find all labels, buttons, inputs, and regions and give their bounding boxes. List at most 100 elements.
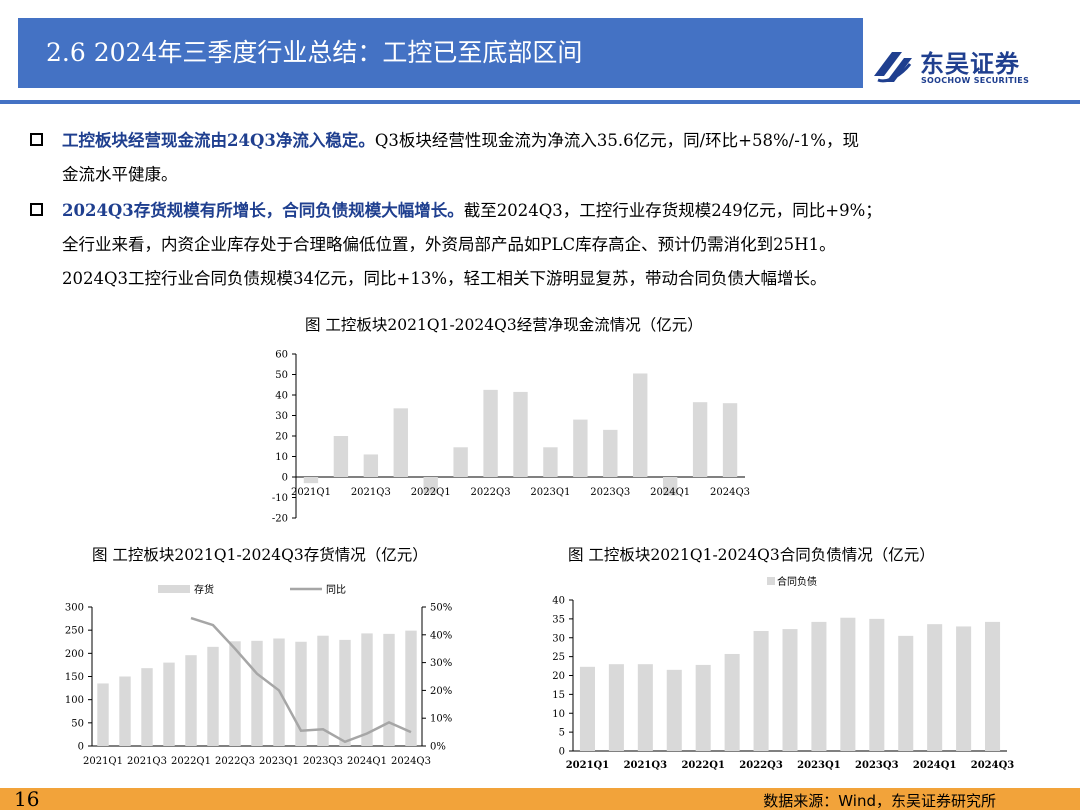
- x-tick-label: 2021Q3: [127, 756, 167, 767]
- bar: [811, 621, 827, 751]
- bullet-2-line1: 截至2024Q3，工控行业存货规模249亿元，同比+9%；: [463, 201, 882, 220]
- bar: [163, 662, 175, 746]
- bullet-2-line3: 2024Q3工控行业合同负债规模34亿元，同比+13%，轻工相关下游明显复苏，带…: [62, 269, 827, 288]
- y-tick-label: 5: [559, 728, 565, 739]
- bar: [229, 641, 241, 746]
- footer-bar: [0, 788, 1080, 810]
- bar: [119, 676, 131, 746]
- legend-label-line: 同比: [326, 584, 346, 596]
- y-tick-label-right: 10%: [430, 714, 452, 725]
- bullet-1-line1: Q3板块经营性现金流为净流入35.6亿元，同/环比+58%/-1%，现: [374, 131, 859, 150]
- legend-swatch-bar: [158, 585, 190, 593]
- legend-label-bar: 存货: [194, 583, 214, 596]
- x-tick-label: 2021Q3: [351, 487, 391, 498]
- x-tick-label: 2023Q3: [590, 487, 630, 498]
- y-tick-label: 20: [275, 432, 288, 443]
- y-tick-label-left: 150: [65, 672, 84, 683]
- bar: [985, 621, 1001, 751]
- yoy-line: [190, 616, 412, 744]
- y-tick-label: -20: [272, 514, 288, 525]
- bar: [608, 664, 624, 751]
- company-logo: 东吴证券 SOOCHOW SECURITIES: [868, 44, 1068, 92]
- bar: [383, 633, 395, 746]
- chart1-title: 图 工控板块2021Q1-2024Q3经营净现金流情况（亿元）: [305, 316, 703, 334]
- y-tick-label: 35: [552, 614, 565, 625]
- y-tick-label: 50: [275, 370, 288, 381]
- bullet-2-bold: 2024Q3存货规模有所增长，合同负债规模大幅增长。: [62, 201, 464, 220]
- bar: [393, 408, 408, 477]
- x-tick-label: 2023Q1: [797, 760, 841, 771]
- bar: [303, 477, 319, 484]
- bullet-2-line2: 全行业来看，内资企业库存处于合理略偏低位置，外资局部产品如PLC库存高企、预计仍…: [62, 235, 836, 254]
- bar: [251, 640, 263, 746]
- bar: [695, 664, 711, 751]
- y-tick-label-right: 40%: [430, 630, 452, 641]
- bar: [317, 635, 329, 746]
- soochow-logo-icon: [874, 52, 912, 83]
- bar: [637, 664, 653, 751]
- bullet-square-icon: [30, 133, 43, 146]
- legend-label: 合同负债: [777, 575, 817, 588]
- y-tick-label-right: 20%: [430, 686, 452, 697]
- y-tick-label-right: 0%: [430, 742, 446, 753]
- y-tick-label: 60: [275, 350, 288, 361]
- y-tick-label-left: 200: [65, 649, 84, 660]
- bar: [295, 641, 307, 746]
- y-tick-label: 25: [552, 652, 565, 663]
- y-tick-label-right: 50%: [430, 603, 452, 614]
- bar: [573, 419, 588, 477]
- bar: [483, 389, 498, 477]
- bar: [361, 633, 373, 746]
- cashflow-chart: -20 -10 0 10 20 30 40 50 60 2021Q1 2021Q3 2022Q1 202…: [272, 350, 750, 525]
- bar: [453, 447, 468, 477]
- x-tick-label: 2024Q3: [971, 760, 1015, 771]
- y-tick-label: 10: [552, 709, 565, 720]
- bar: [603, 429, 618, 477]
- bar: [207, 646, 219, 746]
- bullet-1: 工控板块经营现金流由24Q3净流入稳定。Q3板块经营性现金流为净流入35.6亿元…: [62, 124, 1062, 192]
- bullet-1-bold: 工控板块经营现金流由24Q3净流入稳定。: [62, 131, 375, 150]
- bullet-2: 2024Q3存货规模有所增长，合同负债规模大幅增长。截至2024Q3，工控行业存…: [62, 194, 1062, 296]
- y-tick-label-left: 100: [65, 695, 84, 706]
- bar: [927, 624, 943, 751]
- x-tick-label: 2023Q1: [530, 487, 570, 498]
- x-tick-label: 2023Q3: [303, 756, 343, 767]
- header-bar: 2.6 2024年三季度行业总结：工控已至底部区间: [18, 18, 863, 88]
- x-tick-label: 2023Q3: [855, 760, 899, 771]
- bar: [185, 655, 197, 746]
- y-tick-label: 30: [275, 411, 288, 422]
- y-tick-label: 0: [282, 473, 288, 484]
- y-tick-label-left: 0: [78, 742, 84, 753]
- header-rule: [0, 100, 1080, 104]
- y-tick-label: 20: [552, 671, 565, 682]
- y-tick-label: 0: [559, 747, 565, 758]
- inventory-chart: 存货 同比 0 50 100 150 200 250 300 0% 10% 20% 30% 40% 50% 2…: [65, 583, 452, 767]
- bar: [782, 629, 798, 751]
- bar: [666, 669, 682, 751]
- bar: [363, 454, 379, 477]
- y-tick-label-left: 300: [65, 603, 84, 614]
- x-tick-label: 2023Q1: [259, 756, 299, 767]
- y-tick-label-right: 30%: [430, 658, 452, 669]
- x-tick-label: 2024Q1: [347, 756, 387, 767]
- bar: [662, 477, 678, 496]
- bar: [753, 630, 769, 751]
- bar: [898, 635, 914, 751]
- x-tick-label: 2022Q3: [739, 760, 783, 771]
- x-tick-label: 2022Q1: [681, 760, 725, 771]
- x-tick-label: 2022Q1: [411, 487, 451, 498]
- bar: [869, 618, 885, 751]
- x-tick-label: 2021Q3: [624, 760, 668, 771]
- page-title: 2.6 2024年三季度行业总结：工控已至底部区间: [46, 38, 583, 67]
- bar: [339, 639, 351, 746]
- y-tick-label: 10: [275, 452, 288, 463]
- contract-liability-chart: 合同负债 0 5 10 15 20 25 30 35 40 2021Q1 2021Q3 2022Q1 20…: [552, 575, 1015, 771]
- y-tick-label: -10: [272, 493, 288, 504]
- y-tick-label: 15: [552, 690, 565, 701]
- x-tick-label: 2021Q1: [566, 760, 610, 771]
- x-tick-label: 2022Q3: [215, 756, 255, 767]
- x-tick-label: 2024Q3: [391, 756, 431, 767]
- bar: [423, 477, 438, 494]
- bar: [956, 626, 972, 751]
- bar: [722, 403, 738, 477]
